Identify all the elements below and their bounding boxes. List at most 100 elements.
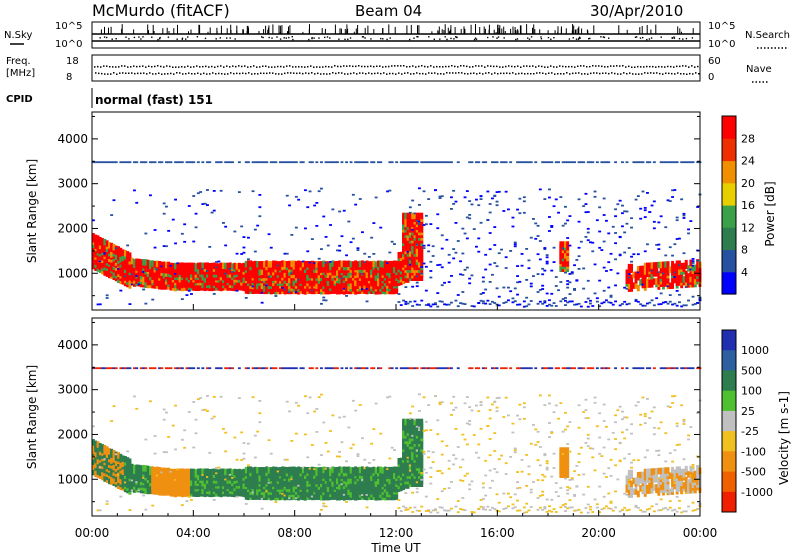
power-cell xyxy=(283,288,287,291)
power-cell xyxy=(237,271,241,278)
nave-dot xyxy=(617,73,619,75)
velocity-cell xyxy=(130,479,134,487)
freq-dot xyxy=(613,65,615,67)
nave-dot xyxy=(587,73,589,75)
nave-dot xyxy=(410,73,412,75)
power-cell xyxy=(222,222,225,224)
nave-dot xyxy=(674,73,676,75)
power-cell xyxy=(308,161,312,164)
noise-search-dot xyxy=(362,36,365,38)
power-cell xyxy=(468,217,472,220)
power-cell xyxy=(367,256,371,258)
power-cell xyxy=(566,280,570,282)
nave-dot xyxy=(326,73,328,75)
power-cell xyxy=(586,231,590,234)
nave-dot xyxy=(599,72,601,75)
power-cell xyxy=(600,249,604,251)
power-cell xyxy=(673,271,677,274)
power-cell xyxy=(310,289,314,292)
freq-dot xyxy=(601,65,603,68)
freq-dot xyxy=(388,65,390,68)
power-cell xyxy=(301,161,305,164)
power-cell xyxy=(226,271,230,278)
power-cell xyxy=(589,241,592,244)
power-cell xyxy=(648,211,652,213)
power-cell xyxy=(502,302,506,304)
velocity-cell xyxy=(329,430,332,432)
power-cell xyxy=(564,205,567,208)
power-cell xyxy=(379,161,383,164)
nave-dot xyxy=(113,72,115,74)
noise-search-dot xyxy=(456,36,458,38)
velocity-cell xyxy=(345,460,348,463)
power-cell xyxy=(324,261,328,268)
power-cell xyxy=(545,305,549,307)
power-cell xyxy=(493,194,497,197)
power-cell xyxy=(591,305,595,307)
power-cell xyxy=(636,271,640,274)
power-cell xyxy=(322,299,326,302)
power-cell xyxy=(338,244,342,247)
velocity-cell xyxy=(212,396,216,398)
velocity-cell xyxy=(308,367,312,370)
power-cell xyxy=(481,280,485,283)
freq-dot xyxy=(556,66,558,68)
velocity-cell xyxy=(192,477,196,484)
noise-search-dot xyxy=(409,38,411,41)
velocity-cell xyxy=(210,485,214,492)
velocity-cell xyxy=(187,485,191,492)
velocity-cell xyxy=(167,467,171,475)
power-cell xyxy=(625,287,629,290)
power-cell xyxy=(657,271,661,274)
power-cell xyxy=(477,204,481,207)
nave-dot xyxy=(176,72,178,74)
freq-dot xyxy=(304,66,306,68)
power-cell xyxy=(399,251,403,259)
nave-dot xyxy=(620,73,622,75)
power-cell xyxy=(507,299,510,302)
noise-search-dot xyxy=(291,36,293,38)
power-cell xyxy=(393,243,396,245)
power-cell xyxy=(545,254,549,256)
freq-dot xyxy=(649,65,651,68)
power-cell xyxy=(415,219,419,222)
freq-dot xyxy=(466,65,468,68)
nave-dot xyxy=(185,73,187,75)
velocity-cell xyxy=(244,367,248,370)
power-cell xyxy=(630,217,633,220)
freq-dot xyxy=(442,66,444,68)
nave-dot xyxy=(128,72,130,74)
power-cell xyxy=(306,206,310,209)
freq-dot xyxy=(484,66,486,68)
power-cell xyxy=(338,260,342,267)
power-cell xyxy=(522,200,526,203)
power-cell xyxy=(119,289,123,292)
freq-dot xyxy=(646,65,648,68)
noise-search-dot xyxy=(338,38,340,40)
power-cell xyxy=(484,253,488,256)
power-cell xyxy=(258,206,262,209)
power-cell xyxy=(345,295,348,297)
power-cell xyxy=(488,232,492,234)
power-cell xyxy=(226,262,230,270)
power-cell xyxy=(422,244,426,247)
power-cell xyxy=(108,242,111,249)
freq-dot xyxy=(103,65,105,67)
nave-dot xyxy=(404,72,406,74)
power-cell xyxy=(543,269,547,272)
power-cell xyxy=(165,245,168,248)
power-cell xyxy=(561,161,565,164)
velocity-cell xyxy=(299,367,303,370)
power-cell xyxy=(190,293,193,295)
power-cell xyxy=(554,161,558,164)
power-cell xyxy=(206,161,209,164)
power-cell xyxy=(491,300,494,303)
power-cell xyxy=(247,260,250,267)
power-panel xyxy=(92,161,702,308)
power-cell xyxy=(500,248,503,251)
freq-dot xyxy=(151,66,153,68)
nave-dot xyxy=(548,72,550,74)
power-cell xyxy=(336,161,339,164)
power-cell xyxy=(602,289,606,292)
power-cell xyxy=(304,260,307,268)
